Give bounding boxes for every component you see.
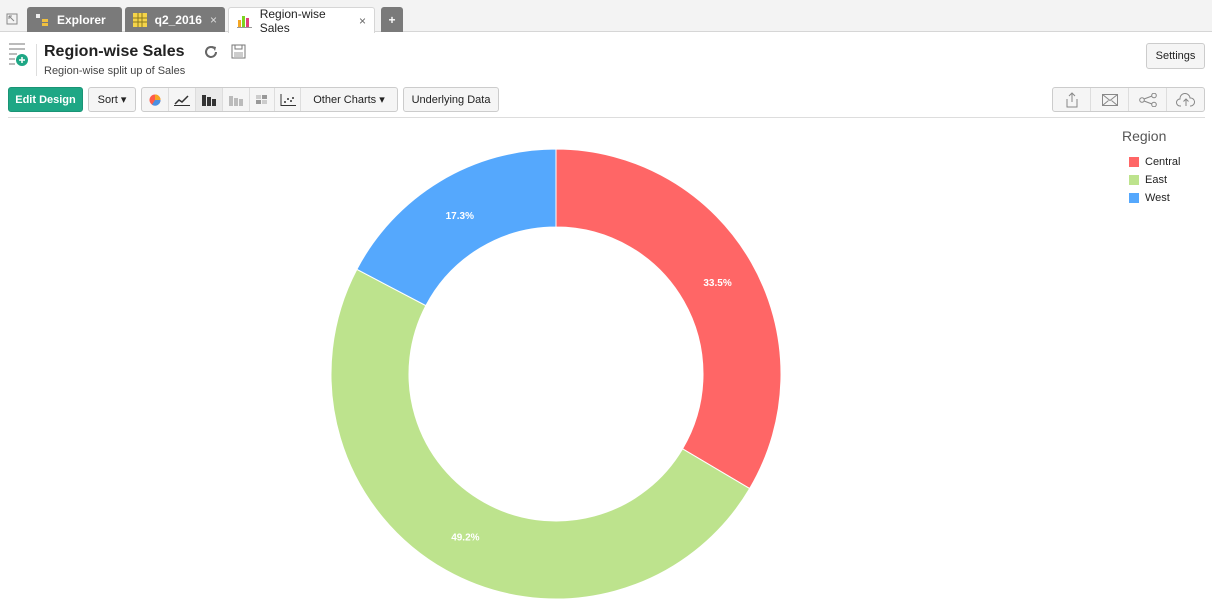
legend-item-east[interactable]: East bbox=[1129, 174, 1167, 186]
heatmap-chart-icon bbox=[256, 94, 267, 104]
publish-button[interactable] bbox=[1167, 88, 1204, 111]
tab-q2-2016[interactable]: q2_2016 × bbox=[125, 7, 225, 32]
page-subtitle: Region-wise split up of Sales bbox=[44, 65, 186, 77]
restore-icon[interactable] bbox=[6, 13, 18, 25]
legend-title: Region bbox=[1122, 128, 1167, 144]
legend-label: East bbox=[1145, 174, 1168, 186]
tab-label: q2_2016 bbox=[154, 12, 202, 27]
edit-design-button[interactable]: Edit Design bbox=[8, 87, 83, 112]
tab-region-wise-sales[interactable]: Region-wise Sales × bbox=[228, 6, 375, 35]
pie-chart-icon bbox=[149, 94, 161, 106]
stacked-bar-chart-icon bbox=[229, 95, 243, 106]
email-button[interactable] bbox=[1091, 88, 1129, 111]
data-label: 33.5% bbox=[703, 278, 731, 289]
scatter-chart-icon bbox=[280, 93, 296, 106]
page-title: Region-wise Sales bbox=[44, 43, 185, 60]
share-toolbar bbox=[1052, 87, 1205, 112]
tab-explorer[interactable]: Explorer bbox=[27, 7, 122, 32]
slice-east[interactable] bbox=[330, 268, 751, 600]
export-icon bbox=[1066, 91, 1077, 107]
slice-west[interactable] bbox=[356, 148, 557, 307]
legend-swatch bbox=[1129, 175, 1139, 185]
new-tab-button[interactable]: + bbox=[381, 7, 403, 32]
stacked-bar-chart-button[interactable] bbox=[223, 88, 250, 111]
data-label: 49.2% bbox=[451, 532, 479, 543]
tab-label: Explorer bbox=[57, 12, 106, 27]
legend-label: West bbox=[1145, 192, 1170, 204]
refresh-icon[interactable] bbox=[204, 45, 218, 59]
pie-chart-button[interactable] bbox=[142, 88, 169, 111]
tab-bar: Explorer q2_2016 × Region-wise Sales × + bbox=[0, 0, 1212, 35]
scatter-chart-button[interactable] bbox=[275, 88, 301, 111]
line-chart-icon bbox=[174, 94, 190, 106]
explorer-icon bbox=[36, 13, 48, 26]
donut-chart: 33.5% 49.2% 17.3% bbox=[330, 148, 782, 600]
plus-icon: + bbox=[388, 12, 396, 27]
settings-button[interactable]: Settings bbox=[1146, 43, 1205, 69]
other-charts-button[interactable]: Other Charts ▾ bbox=[313, 94, 385, 106]
close-tab-icon[interactable]: × bbox=[358, 13, 366, 28]
legend-label: Central bbox=[1145, 156, 1181, 168]
legend-swatch bbox=[1129, 157, 1139, 167]
share-button[interactable] bbox=[1129, 88, 1167, 111]
toolbar-divider bbox=[8, 117, 1205, 118]
legend-item-central[interactable]: Central bbox=[1129, 156, 1180, 168]
tab-label: Region-wise Sales bbox=[259, 6, 326, 35]
bar-chart-icon bbox=[202, 94, 216, 106]
slice-central[interactable] bbox=[555, 148, 782, 490]
underlying-data-button[interactable]: Underlying Data bbox=[403, 87, 499, 112]
save-icon[interactable] bbox=[231, 44, 246, 59]
export-button[interactable] bbox=[1053, 88, 1091, 111]
heatmap-chart-button[interactable] bbox=[250, 88, 275, 111]
add-view-icon[interactable] bbox=[8, 42, 30, 68]
data-label: 17.3% bbox=[446, 211, 474, 222]
sort-button[interactable]: Sort ▾ bbox=[88, 87, 136, 112]
bar-chart-button[interactable] bbox=[196, 88, 223, 111]
chart-type-selector: Other Charts ▾ bbox=[141, 87, 398, 112]
cloud-upload-icon bbox=[1175, 92, 1195, 106]
email-icon bbox=[1101, 93, 1118, 106]
close-tab-icon[interactable]: × bbox=[209, 12, 217, 27]
share-icon bbox=[1138, 92, 1157, 107]
divider bbox=[36, 44, 37, 76]
line-chart-button[interactable] bbox=[169, 88, 196, 111]
legend-item-west[interactable]: West bbox=[1129, 192, 1170, 204]
legend-swatch bbox=[1129, 193, 1139, 203]
table-icon bbox=[133, 12, 147, 27]
chart-icon bbox=[237, 15, 252, 28]
